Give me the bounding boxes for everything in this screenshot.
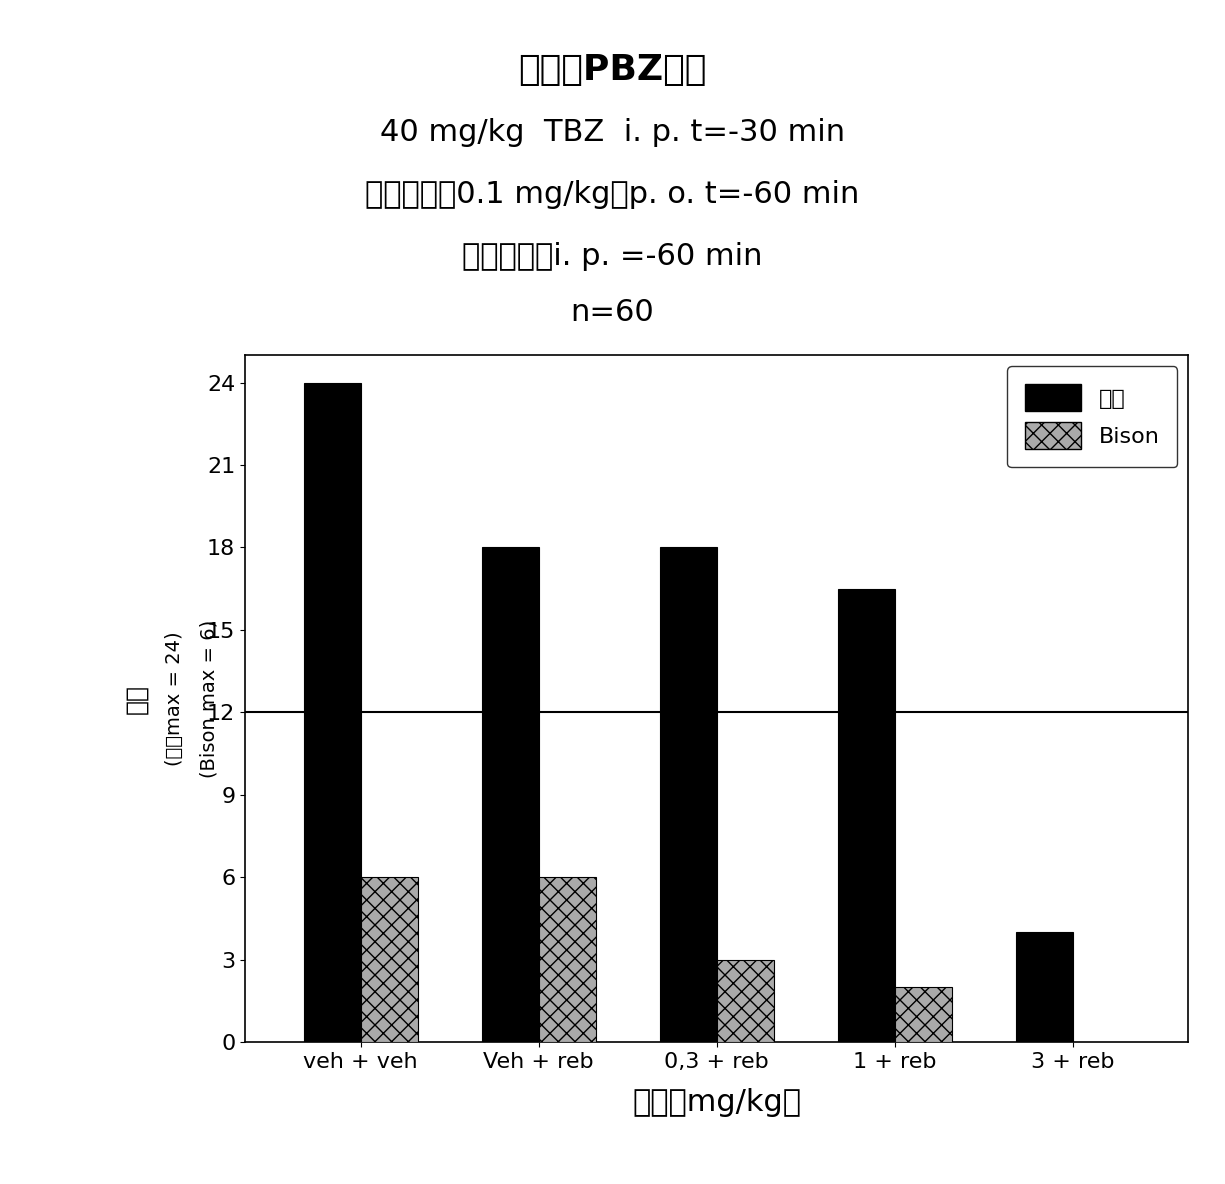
Text: 小鼠中PBZ下垂: 小鼠中PBZ下垂 bbox=[518, 53, 707, 88]
Bar bbox=[838, 588, 894, 1042]
Text: 瑞波西汀（0.1 mg/kg）p. o. t=-60 min: 瑞波西汀（0.1 mg/kg）p. o. t=-60 min bbox=[365, 180, 860, 208]
Bar bbox=[660, 547, 717, 1042]
Legend: 下垂, Bison: 下垂, Bison bbox=[1007, 366, 1177, 468]
Text: 评分: 评分 bbox=[125, 683, 148, 714]
Bar bbox=[1016, 932, 1073, 1042]
Bar bbox=[539, 877, 595, 1042]
Bar bbox=[894, 987, 952, 1042]
X-axis label: 剂量（mg/kg）: 剂量（mg/kg） bbox=[632, 1088, 801, 1118]
Text: 40 mg/kg  TBZ  i. p. t=-30 min: 40 mg/kg TBZ i. p. t=-30 min bbox=[380, 118, 845, 147]
Text: (Bison max = 6): (Bison max = 6) bbox=[200, 619, 218, 778]
Text: 实验化合物i. p. =-60 min: 实验化合物i. p. =-60 min bbox=[462, 242, 763, 270]
Bar bbox=[304, 382, 360, 1042]
Bar bbox=[360, 877, 418, 1042]
Bar bbox=[481, 547, 539, 1042]
Text: n=60: n=60 bbox=[571, 298, 654, 327]
Bar bbox=[717, 959, 773, 1042]
Text: (下垂max = 24): (下垂max = 24) bbox=[164, 631, 184, 766]
